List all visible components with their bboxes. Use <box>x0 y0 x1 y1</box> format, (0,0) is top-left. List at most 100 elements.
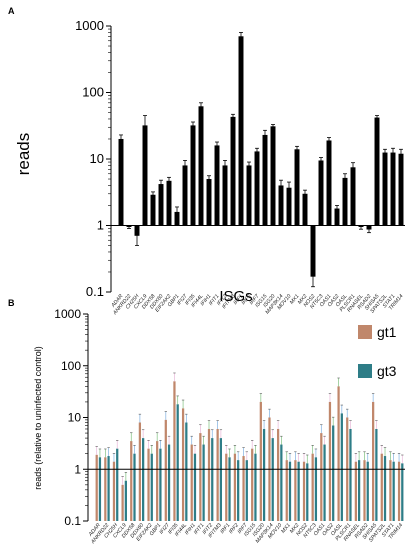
panel-b-bar-gt1 <box>311 453 314 521</box>
panel-b-y-tick-label: 0.1 <box>64 514 81 528</box>
panel-b-bar-gt1 <box>251 448 254 521</box>
panel-b-bar-gt1 <box>285 460 288 521</box>
panel-b-bar-gt1 <box>354 461 357 521</box>
panel-b-bar-gt1 <box>138 422 142 521</box>
panel-b-bar-gt3 <box>142 438 145 521</box>
panel-a-bar <box>374 117 380 226</box>
panel-a-bar <box>390 152 396 226</box>
panel-a-bar <box>350 167 356 226</box>
panel-b-bar-gt3 <box>237 460 240 521</box>
panel-b-y-tick-label: 100 <box>61 359 81 373</box>
panel-b-bar-gt1 <box>112 461 116 521</box>
panel-a-y-tick-label: 0.1 <box>86 284 104 299</box>
panel-b-bar-gt1 <box>95 454 98 521</box>
panel-a-bar <box>230 116 236 226</box>
panel-b-bar-gt3 <box>211 438 214 521</box>
panel-b-bar-gt3 <box>98 457 102 521</box>
panel-b-bar-gt1 <box>380 453 383 521</box>
panel-b-bar-gt3 <box>133 453 136 521</box>
panel-a-x-tick-label: MX2 <box>297 293 309 305</box>
panel-b-bar-gt3 <box>228 457 231 521</box>
panel-b-bar-gt3 <box>366 461 369 521</box>
panel-b-bar-gt3 <box>401 463 404 521</box>
panel-b-bar-gt3 <box>167 444 171 521</box>
panel-a-y-tick-label: 100 <box>82 85 104 100</box>
panel-a-y-tick-label: 1000 <box>75 18 104 33</box>
panel-b-bar-gt1 <box>372 401 375 521</box>
panel-a-bar <box>318 160 324 226</box>
panel-b-bar-gt1 <box>302 461 306 521</box>
panel-a-bar <box>382 152 388 226</box>
panel-b-title: ISGs <box>219 288 252 305</box>
panel-b-bar-gt3 <box>357 460 361 521</box>
panel-a-bar <box>182 165 188 226</box>
panel-b-bar-gt3 <box>202 444 205 521</box>
panel-b-bar-gt3 <box>323 444 326 521</box>
panel-b-bar-gt1 <box>216 428 219 521</box>
panel-b-bar-gt1 <box>233 453 237 521</box>
panel-b-bar-gt3 <box>185 422 188 521</box>
panel-b-bar-gt1 <box>121 484 124 521</box>
panel-b-bar-gt1 <box>363 460 366 521</box>
panel-b-bar-gt3 <box>124 480 127 521</box>
panel-b-bar-gt3 <box>349 428 352 521</box>
panel-b-y-tick-label: 1 <box>74 462 81 476</box>
panel-b-legend-label-gt1: gt1 <box>377 324 397 340</box>
panel-a-bar <box>238 36 244 226</box>
panel-b-bar-gt3 <box>280 444 283 521</box>
panel-b-bar-gt1 <box>130 441 133 521</box>
panel-b-bar-gt1 <box>328 401 332 521</box>
panel-b-y-axis-label: reads (relative to uninfected control) <box>33 346 43 490</box>
panel-b-legend: gt1 gt3 <box>358 324 397 379</box>
panel-b-bar-gt1 <box>397 461 401 521</box>
panel-a-bar <box>158 184 164 226</box>
panel-b-y-tick-label: 10 <box>68 411 82 425</box>
panel-a-bar <box>118 138 124 226</box>
panel-b-bar-gt3 <box>262 428 266 521</box>
panel-a-bar <box>398 153 404 226</box>
panel-a-bar <box>262 134 268 226</box>
panel-b-bar-gt1 <box>225 453 228 521</box>
panel-a-bar <box>270 126 276 226</box>
panel-a-bar <box>310 225 316 277</box>
panel-a-bar <box>206 179 212 226</box>
panel-a-bar <box>174 211 180 226</box>
panel-b-bar-gt1 <box>147 448 150 521</box>
panel-a-bar <box>334 208 340 226</box>
panel-b-bar-gt1 <box>207 428 211 521</box>
panel-a-bar <box>342 177 348 226</box>
panel-a-bar <box>222 165 228 226</box>
panel-b-bar-gt1 <box>276 428 280 521</box>
panel-a-bar <box>302 193 308 226</box>
panel-a-bar <box>254 151 260 226</box>
panel-b-bar-gt3 <box>116 448 119 521</box>
panel-b-bar-gt3 <box>271 438 274 521</box>
panel-b-bar-gt3 <box>150 453 153 521</box>
panel-b-bar-gt3 <box>297 461 300 521</box>
panel-b-bar-gt1 <box>242 456 245 521</box>
panel-b-bar-gt1 <box>181 408 185 521</box>
panel-b-bar-gt1 <box>190 444 193 521</box>
panel-a-y-axis-label: reads <box>14 133 33 176</box>
panel-b-x-tick-label: MX2 <box>289 522 301 534</box>
panel-b-legend-label-gt3: gt3 <box>377 363 397 379</box>
panel-b-bar-gt3 <box>193 453 197 521</box>
panel-a-bar <box>294 149 300 226</box>
panel-b-bar-gt3 <box>383 456 387 521</box>
panel-b-bar-gt1 <box>259 401 262 521</box>
panel-b-legend-swatch-gt3 <box>358 364 372 378</box>
panel-b-bar-gt1 <box>156 441 159 521</box>
panel-a-bar <box>150 194 156 226</box>
panel-a-bar <box>326 140 332 226</box>
panel-a-x-tick-label: MX1 <box>289 293 301 305</box>
panel-a-bar <box>214 145 220 226</box>
panel-b-chart: ISGs reads (relative to uninfected contr… <box>33 288 405 546</box>
panel-b-bar-gt3 <box>159 448 162 521</box>
panel-b-bar-gt1 <box>104 457 107 521</box>
panel-b-bar-gt3 <box>332 425 335 521</box>
panel-b-bar-gt1 <box>337 386 340 521</box>
panel-b-bar-gt1 <box>294 460 297 521</box>
panel-b-bar-gt3 <box>254 453 257 521</box>
